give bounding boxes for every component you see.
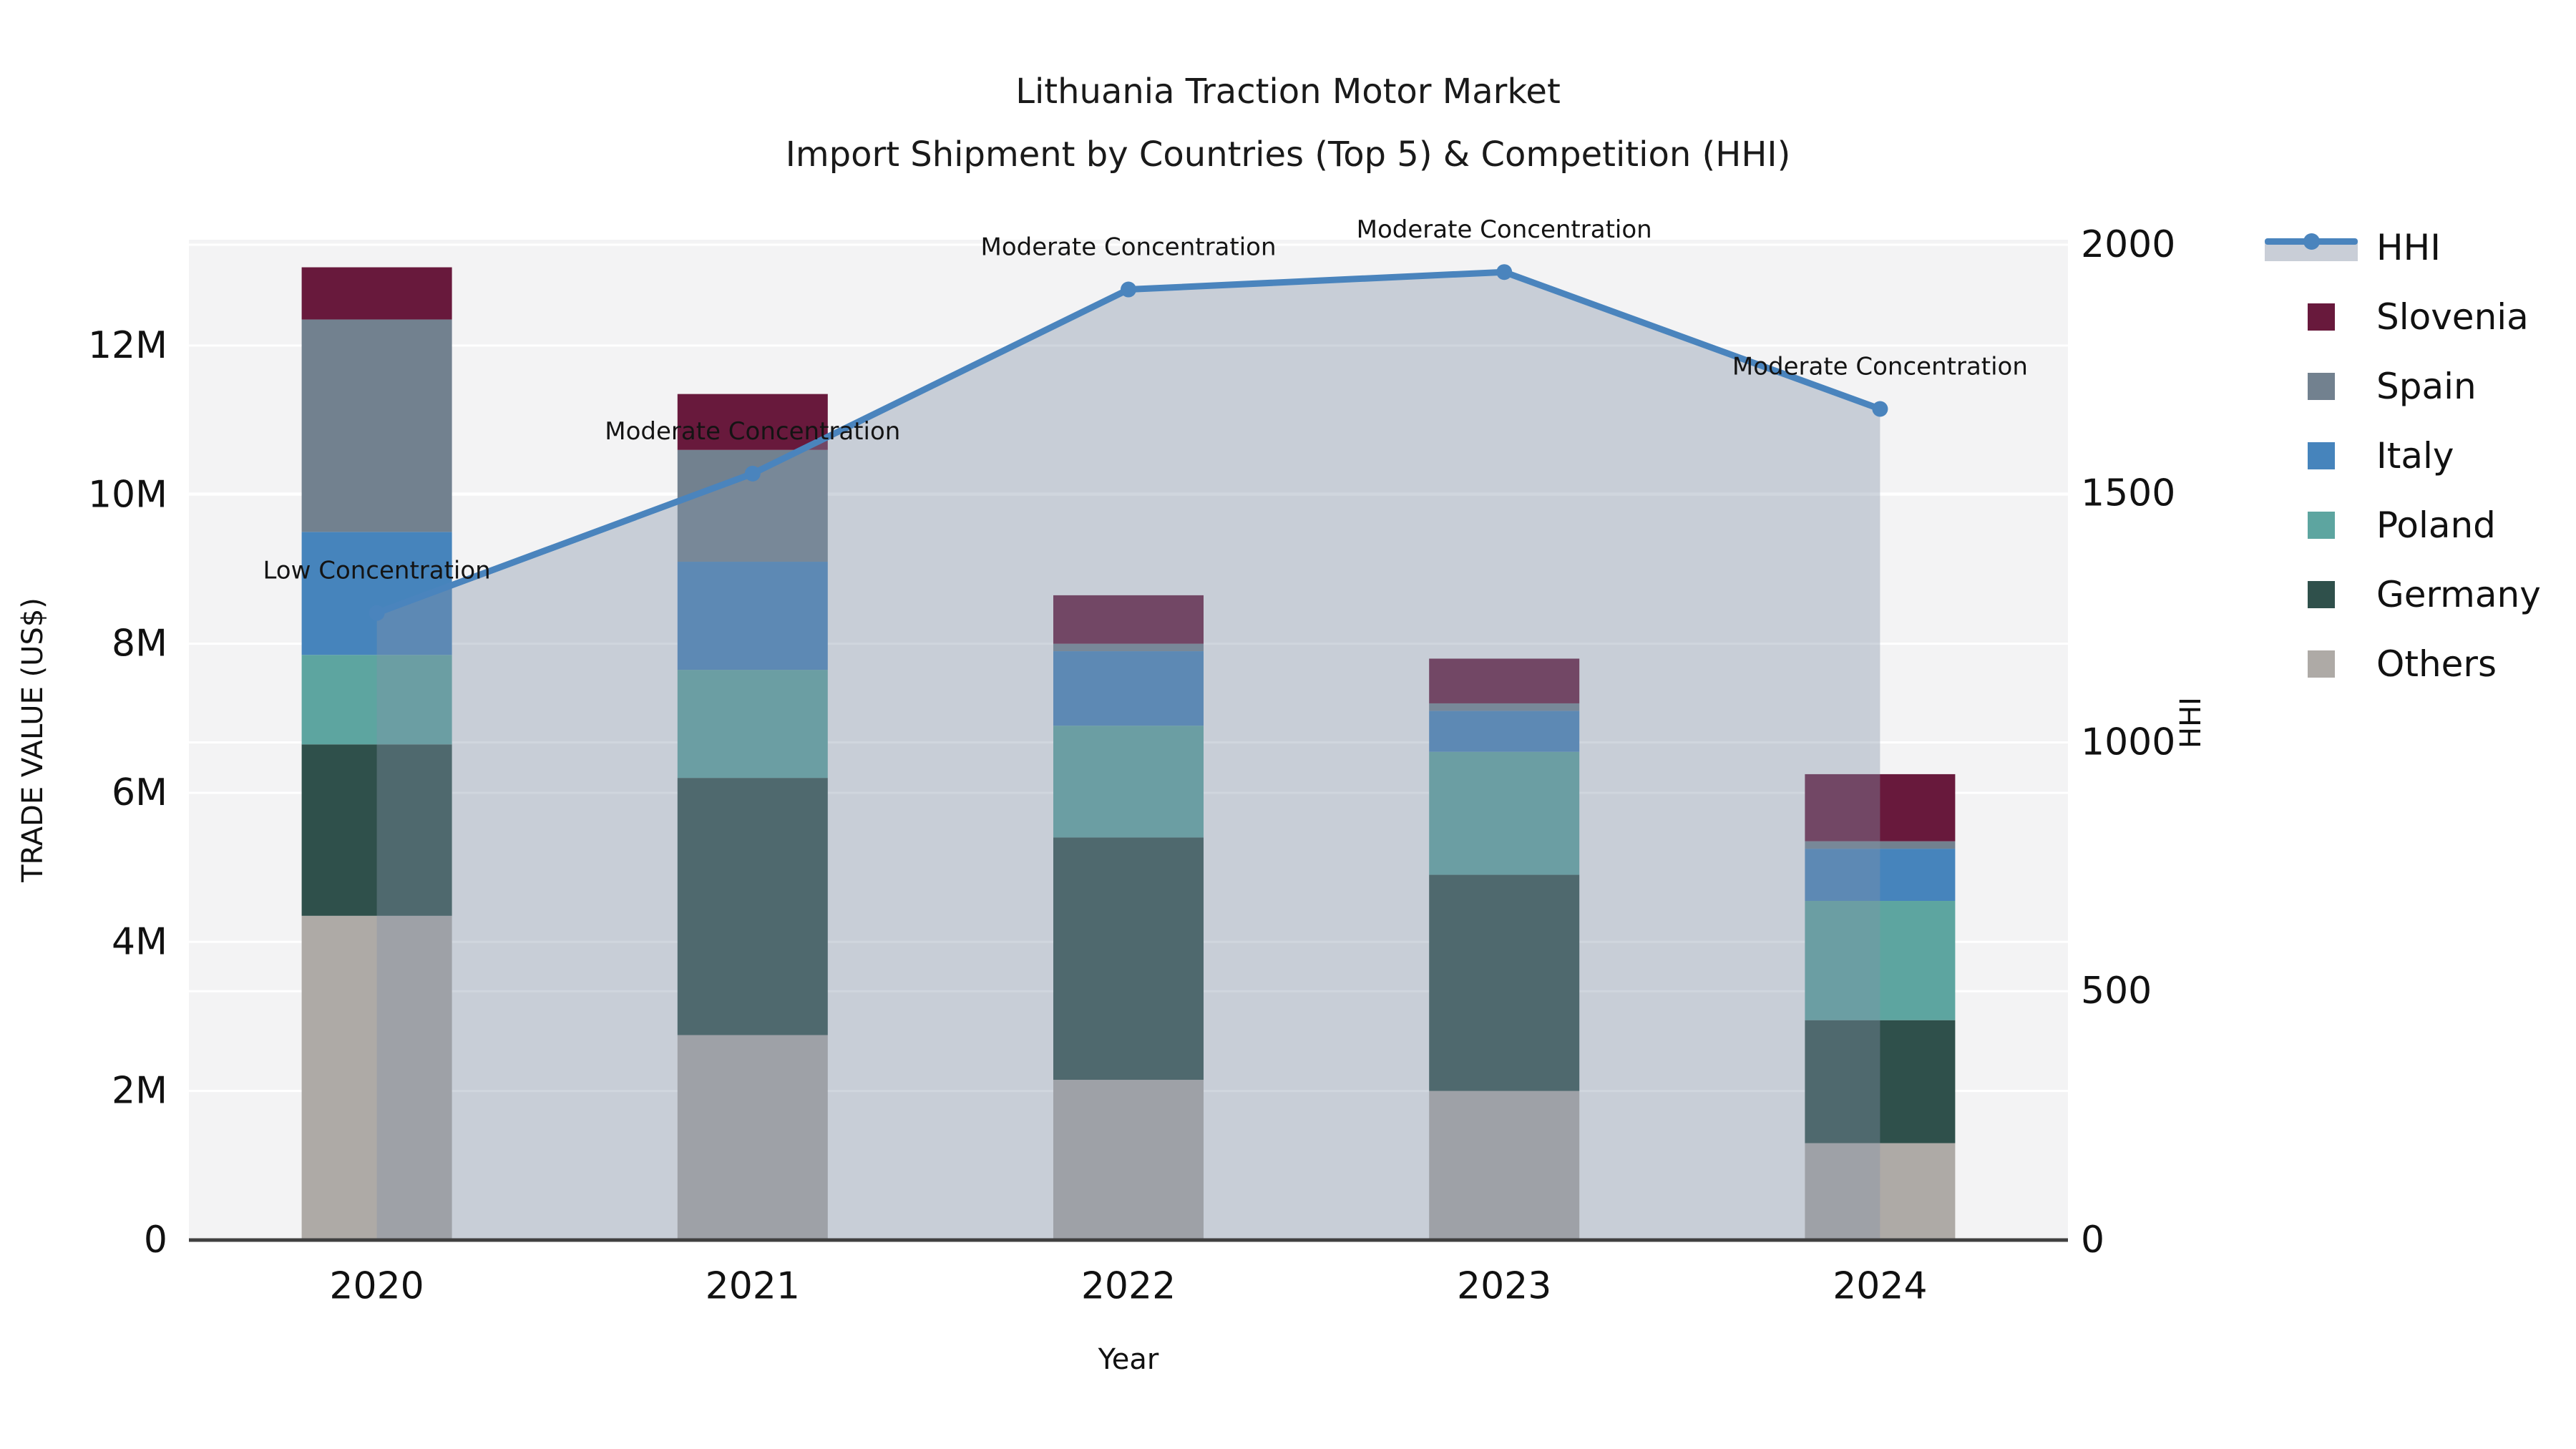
- annotation-2022: Moderate Concentration: [980, 233, 1276, 262]
- bar-segment-2022-slovenia: [1053, 595, 1204, 644]
- bar-segment-2022-germany: [1053, 837, 1204, 1080]
- legend-item-slovenia: Slovenia: [2265, 296, 2541, 338]
- hhi-point-2021: [744, 465, 761, 482]
- bar-segment-2021-poland: [677, 670, 828, 779]
- bar-segment-2021-slovenia: [677, 394, 828, 450]
- bar-segment-2020-slovenia: [301, 267, 452, 320]
- right-axis-title: HHI: [2175, 697, 2207, 748]
- left-axis-title: TRADE VALUE (US$): [16, 597, 49, 882]
- slovenia-swatch-icon: [2308, 303, 2335, 331]
- bar-segment-2024-italy: [1805, 849, 1956, 902]
- others-swatch-icon: [2308, 650, 2335, 678]
- bar-segment-2023-slovenia: [1429, 658, 1580, 703]
- bar-segment-2023-germany: [1429, 874, 1580, 1091]
- annotation-2023: Moderate Concentration: [1357, 215, 1652, 244]
- left-tick-4M: 4M: [112, 920, 167, 963]
- legend-label: Poland: [2376, 504, 2496, 546]
- annotation-2020: Low Concentration: [263, 557, 490, 585]
- bar-segment-2021-germany: [677, 778, 828, 1035]
- hhi-point-2024: [1872, 401, 1888, 417]
- left-tick-0: 0: [144, 1219, 167, 1262]
- legend-item-poland: Poland: [2265, 504, 2541, 546]
- hhi-point-2022: [1121, 281, 1136, 298]
- bar-segment-2022-others: [1053, 1080, 1204, 1240]
- germany-swatch-icon: [2308, 581, 2335, 608]
- chart-title: Lithuania Traction Motor Market Import S…: [0, 60, 2576, 186]
- bar-segment-2024-others: [1805, 1143, 1956, 1240]
- bar-segment-2022-italy: [1053, 651, 1204, 726]
- chart-title-line1: Lithuania Traction Motor Market: [1015, 72, 1561, 112]
- hhi-point-2023: [1496, 264, 1513, 280]
- hhi-point-2020: [369, 605, 385, 621]
- x-tick-2020: 2020: [329, 1265, 424, 1308]
- legend-label: Others: [2376, 643, 2497, 685]
- italy-swatch-icon: [2308, 442, 2335, 469]
- x-axis-title: Year: [1098, 1343, 1159, 1376]
- bar-segment-2023-poland: [1429, 751, 1580, 875]
- left-tick-2M: 2M: [112, 1070, 167, 1113]
- poland-swatch-icon: [2308, 512, 2335, 539]
- bar-segment-2022-spain: [1053, 643, 1204, 652]
- chart-title-line2: Import Shipment by Countries (Top 5) & C…: [785, 135, 1791, 175]
- bar-segment-2024-germany: [1805, 1020, 1956, 1143]
- legend-item-italy: Italy: [2265, 435, 2541, 477]
- bar-segment-2022-poland: [1053, 726, 1204, 838]
- right-tick-0: 0: [2081, 1219, 2104, 1262]
- bar-segment-2021-italy: [677, 562, 828, 670]
- right-tick-1500: 1500: [2081, 472, 2175, 515]
- left-tick-12M: 12M: [88, 324, 167, 367]
- right-tick-500: 500: [2081, 970, 2152, 1013]
- bar-segment-2020-germany: [301, 744, 452, 916]
- right-tick-2000: 2000: [2081, 223, 2175, 266]
- x-tick-2023: 2023: [1457, 1265, 1551, 1308]
- bar-segment-2023-italy: [1429, 711, 1580, 752]
- legend-label: Germany: [2376, 574, 2541, 615]
- left-tick-10M: 10M: [88, 473, 167, 516]
- annotation-2024: Moderate Concentration: [1732, 352, 2028, 381]
- bar-segment-2023-spain: [1429, 703, 1580, 711]
- bar-segment-2024-poland: [1805, 901, 1956, 1020]
- right-tick-1000: 1000: [2081, 721, 2175, 763]
- legend-label: HHI: [2376, 227, 2441, 268]
- legend-item-germany: Germany: [2265, 574, 2541, 615]
- spain-swatch-icon: [2308, 373, 2335, 400]
- legend-label: Spain: [2376, 366, 2477, 407]
- legend-item-others: Others: [2265, 643, 2541, 685]
- x-tick-2022: 2022: [1081, 1265, 1176, 1308]
- x-tick-2021: 2021: [706, 1265, 800, 1308]
- bar-segment-2024-slovenia: [1805, 774, 1956, 841]
- annotation-2021: Moderate Concentration: [605, 417, 900, 446]
- bar-segment-2020-poland: [301, 655, 452, 745]
- bar-segment-2023-others: [1429, 1091, 1580, 1240]
- bar-segment-2024-spain: [1805, 841, 1956, 849]
- x-tick-2024: 2024: [1833, 1265, 1927, 1308]
- hhi-line-swatch-icon: [2265, 232, 2358, 263]
- left-tick-6M: 6M: [112, 771, 167, 814]
- bar-segment-2021-others: [677, 1035, 828, 1240]
- legend: HHI Slovenia Spain Italy Poland Germany …: [2265, 227, 2541, 685]
- bar-segment-2020-spain: [301, 319, 452, 532]
- legend-item-hhi: HHI: [2265, 227, 2541, 268]
- legend-item-spain: Spain: [2265, 366, 2541, 407]
- left-tick-8M: 8M: [112, 623, 167, 665]
- legend-label: Slovenia: [2376, 296, 2529, 338]
- hhi-area-fill: [376, 272, 1880, 1240]
- bar-segment-2020-others: [301, 915, 452, 1240]
- legend-label: Italy: [2376, 435, 2454, 477]
